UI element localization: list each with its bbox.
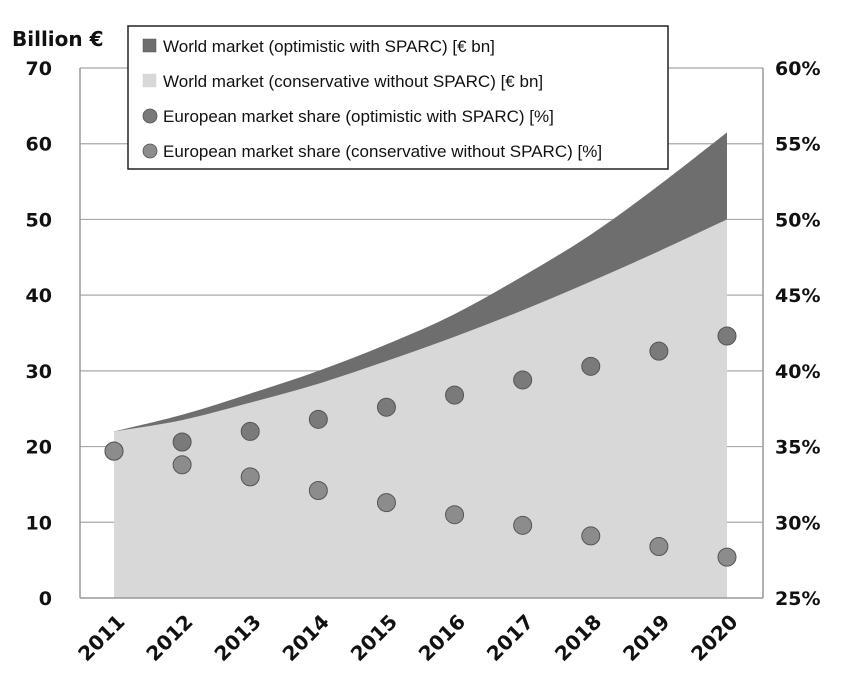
left-y-tick-label: 60 [26, 134, 52, 156]
x-tick-label: 2016 [414, 610, 470, 666]
legend-swatch [142, 38, 157, 53]
x-tick-label: 2014 [278, 610, 334, 666]
point-eu-share-optimistic [240, 421, 260, 441]
area-world-market-conservative [114, 219, 727, 598]
x-tick-label: 2011 [73, 610, 129, 666]
legend-entry-label: World market (optimistic with SPARC) [€ … [163, 37, 495, 56]
point-eu-share-optimistic [581, 356, 601, 376]
x-tick-label: 2012 [141, 610, 197, 666]
right-y-tick-label: 40% [775, 361, 820, 383]
x-tick-label: 2020 [686, 610, 742, 666]
legend: World market (optimistic with SPARC) [€ … [127, 25, 669, 170]
right-y-tick-label: 60% [775, 58, 820, 80]
point-eu-share-optimistic [649, 341, 669, 361]
left-y-tick-label: 40 [26, 285, 52, 307]
right-y-tick-label: 30% [775, 512, 820, 534]
x-tick-label: 2015 [346, 610, 402, 666]
left-axis-unit-label: Billion € [12, 27, 104, 51]
point-eu-share-conservative [581, 526, 601, 546]
right-y-tick-label: 45% [775, 285, 820, 307]
x-tick-label: 2018 [550, 610, 606, 666]
point-eu-share-conservative [104, 441, 124, 461]
right-y-tick-label: 55% [775, 134, 820, 156]
right-y-tick-label: 35% [775, 437, 820, 459]
point-eu-share-conservative [308, 480, 328, 500]
left-y-tick-label: 0 [39, 588, 52, 610]
point-eu-share-optimistic [513, 370, 533, 390]
left-y-tick-label: 30 [26, 361, 52, 383]
point-eu-share-optimistic [445, 385, 465, 405]
legend-entry-label: European market share (optimistic with S… [163, 107, 554, 126]
x-tick-label: 2013 [209, 610, 265, 666]
x-tick-label: 2019 [618, 610, 674, 666]
point-eu-share-conservative [172, 455, 192, 475]
legend-entry-label: European market share (conservative with… [163, 142, 602, 161]
point-eu-share-conservative [649, 537, 669, 557]
area-series-layer [114, 132, 727, 598]
legend-box [127, 25, 669, 170]
x-tick-label: 2017 [482, 610, 538, 666]
left-y-tick-label: 70 [26, 58, 52, 80]
right-y-tick-label: 25% [775, 588, 820, 610]
left-y-tick-label: 50 [26, 209, 52, 231]
point-eu-share-optimistic [172, 432, 192, 452]
point-eu-share-conservative [513, 515, 533, 535]
right-y-tick-label: 50% [775, 209, 820, 231]
point-eu-share-conservative [445, 505, 465, 525]
point-eu-share-optimistic [376, 397, 396, 417]
point-eu-share-conservative [240, 467, 260, 487]
axes [79, 68, 764, 599]
legend-marker [142, 143, 158, 159]
legend-swatch [142, 73, 157, 88]
scatter-series-layer [104, 326, 737, 567]
point-eu-share-conservative [717, 547, 737, 567]
point-eu-share-optimistic [308, 409, 328, 429]
point-eu-share-conservative [376, 493, 396, 513]
left-y-tick-label: 10 [26, 512, 52, 534]
legend-entry-label: World market (conservative without SPARC… [163, 72, 543, 91]
legend-marker [142, 108, 158, 124]
point-eu-share-optimistic [717, 326, 737, 346]
left-y-tick-label: 20 [26, 437, 52, 459]
